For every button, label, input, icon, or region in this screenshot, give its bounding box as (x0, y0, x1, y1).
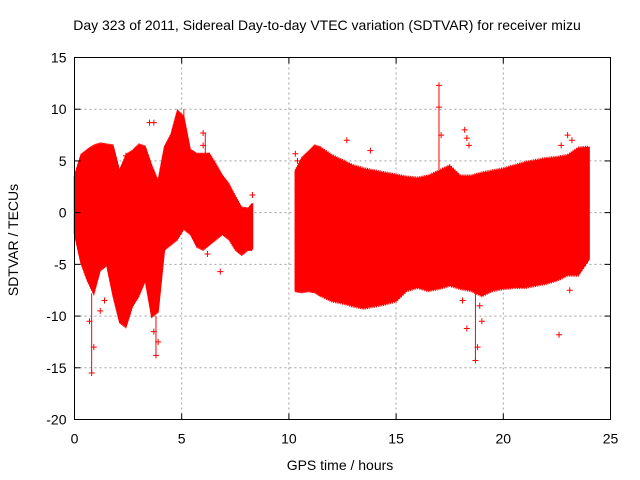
data-point (474, 344, 481, 351)
data-point (463, 325, 470, 332)
data-point (97, 307, 104, 314)
chart-title: Day 323 of 2011, Sidereal Day-to-day VTE… (73, 17, 581, 33)
data-point (292, 150, 299, 157)
x-axis-label: GPS time / hours (287, 457, 394, 473)
data-point (461, 126, 468, 133)
data-point (558, 142, 565, 149)
data-point (294, 157, 301, 164)
data-point (86, 318, 93, 325)
x-tick-label: 10 (281, 431, 297, 447)
x-tick-labels: 0 5 10 15 20 25 (71, 431, 619, 447)
plot-frame (74, 57, 611, 420)
y-tick-label: -10 (46, 308, 66, 324)
y-tick-label: 0 (59, 205, 67, 221)
data-point (217, 268, 224, 275)
data-point (367, 147, 374, 154)
x-tick-label: 20 (496, 431, 512, 447)
data-point (465, 142, 472, 149)
data-point (88, 369, 95, 376)
y-tick-labels: -20 -15 -10 -5 0 5 10 15 (46, 50, 66, 428)
data-point (564, 132, 571, 139)
data-point (472, 357, 479, 364)
y-axis-label: SDTVAR / TECUs (5, 184, 21, 296)
data-point (122, 152, 129, 159)
data-point (90, 344, 97, 351)
data-point (556, 331, 563, 338)
plot-area (73, 82, 590, 376)
x-tick-label: 25 (603, 431, 619, 447)
data-point (200, 130, 207, 137)
x-tick-label: 15 (388, 431, 404, 447)
data-point (204, 251, 211, 258)
y-tick-label: -20 (46, 412, 66, 428)
data-point (150, 119, 157, 126)
data-point (438, 132, 445, 139)
data-point (573, 266, 580, 273)
data-point (101, 297, 108, 304)
y-tick-label: 10 (51, 101, 67, 117)
data-point (478, 318, 485, 325)
data-point (97, 152, 104, 159)
x-tick-label: 5 (178, 431, 186, 447)
data-point (343, 137, 350, 144)
data-point (463, 135, 470, 142)
data-point (435, 82, 442, 89)
y-tick-label: 5 (59, 153, 67, 169)
data-point (200, 142, 207, 149)
data-point (476, 302, 483, 309)
x-tick-label: 0 (71, 431, 79, 447)
axis-ticks (74, 57, 611, 420)
data-point (150, 328, 157, 335)
y-tick-label: 15 (51, 50, 67, 66)
y-tick-label: -5 (54, 256, 67, 272)
data-point (568, 137, 575, 144)
data-point (249, 192, 256, 199)
data-point (566, 287, 573, 294)
data-point (459, 297, 466, 304)
data-point (155, 338, 162, 345)
data-point (152, 352, 159, 359)
y-tick-label: -15 (46, 360, 66, 376)
data-point (435, 104, 442, 111)
